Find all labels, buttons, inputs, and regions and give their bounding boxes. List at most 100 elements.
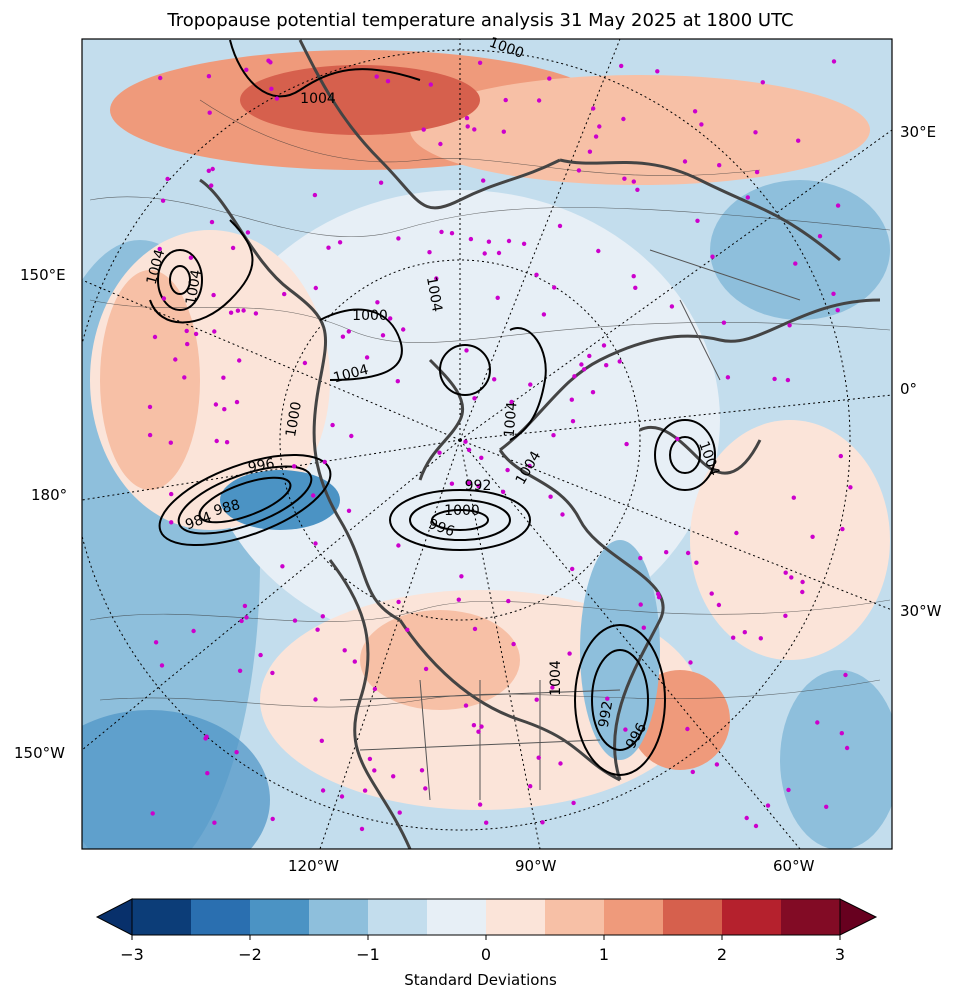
station-marker xyxy=(844,745,850,751)
station-marker xyxy=(596,248,601,254)
station-marker xyxy=(464,115,470,121)
station-marker xyxy=(664,550,669,555)
station-marker xyxy=(505,467,510,473)
station-marker xyxy=(675,436,680,442)
station-marker xyxy=(182,375,187,380)
station-marker xyxy=(173,357,178,362)
station-marker xyxy=(159,663,165,668)
station-marker xyxy=(843,672,848,678)
station-marker xyxy=(601,343,607,348)
station-marker xyxy=(547,76,552,81)
station-marker xyxy=(213,402,219,407)
station-marker xyxy=(147,404,153,410)
station-marker xyxy=(191,628,196,634)
station-marker xyxy=(160,198,166,203)
station-marker xyxy=(622,176,627,181)
contour-label: 1000 xyxy=(444,503,480,519)
station-marker xyxy=(234,750,239,755)
station-marker xyxy=(385,79,391,84)
colorbar-segment xyxy=(781,899,841,935)
station-marker xyxy=(340,334,346,339)
station-marker xyxy=(245,230,251,235)
station-marker xyxy=(501,129,506,134)
station-marker xyxy=(427,250,432,255)
station-marker xyxy=(817,234,823,239)
station-marker xyxy=(421,127,426,132)
station-marker xyxy=(587,353,592,359)
station-marker xyxy=(465,124,470,129)
colorbar-segment xyxy=(722,899,782,935)
station-marker xyxy=(372,768,377,773)
station-marker xyxy=(152,334,158,340)
station-marker xyxy=(391,774,396,779)
station-marker xyxy=(302,360,308,366)
station-marker xyxy=(312,192,318,198)
station-marker xyxy=(754,169,760,175)
lon-label-right-2: 0° xyxy=(900,380,918,398)
station-marker xyxy=(228,310,234,315)
station-marker xyxy=(481,178,486,183)
station-marker xyxy=(212,820,217,825)
colorbar-segment xyxy=(486,899,546,935)
station-marker xyxy=(796,138,801,143)
station-marker xyxy=(466,480,472,486)
contour-label: 992 xyxy=(596,700,616,729)
colorbar-tick-label: −1 xyxy=(356,945,380,964)
map-frame xyxy=(81,38,893,850)
station-marker xyxy=(439,229,444,235)
station-marker xyxy=(709,591,714,596)
colorbar-tick-label: 3 xyxy=(835,945,845,964)
station-marker xyxy=(623,727,628,732)
field-blue-east xyxy=(710,180,890,320)
station-marker xyxy=(346,329,351,334)
station-marker xyxy=(214,438,219,444)
station-marker xyxy=(423,666,429,672)
station-marker xyxy=(710,254,715,259)
station-marker xyxy=(168,440,173,445)
station-marker xyxy=(337,240,343,245)
station-marker xyxy=(326,245,331,250)
station-marker xyxy=(239,618,244,624)
station-marker xyxy=(656,591,661,597)
station-marker xyxy=(320,788,326,793)
station-marker xyxy=(617,359,622,364)
station-marker xyxy=(528,784,533,789)
colorbar-extend-high xyxy=(839,898,878,936)
station-marker xyxy=(591,106,596,111)
station-marker xyxy=(527,463,532,469)
station-marker xyxy=(831,59,837,64)
station-marker xyxy=(831,291,836,296)
colorbar-label: Standard Deviations xyxy=(404,971,557,989)
station-marker xyxy=(449,231,455,236)
station-marker xyxy=(541,312,547,317)
station-marker xyxy=(401,327,406,332)
station-marker xyxy=(476,729,481,734)
station-marker xyxy=(534,697,539,702)
station-marker xyxy=(477,60,483,65)
station-marker xyxy=(472,396,477,401)
station-marker xyxy=(244,615,249,620)
station-marker xyxy=(237,668,243,673)
station-marker xyxy=(244,67,249,73)
field-pink-east xyxy=(690,420,890,660)
station-marker xyxy=(188,255,194,260)
station-marker xyxy=(725,375,731,380)
station-marker xyxy=(557,223,563,229)
station-marker xyxy=(783,613,788,618)
station-marker xyxy=(540,820,545,825)
field-red-northeast xyxy=(410,75,870,185)
station-marker xyxy=(396,599,401,605)
station-marker xyxy=(682,159,688,164)
colorbar-tick-label: 0 xyxy=(481,945,491,964)
station-marker xyxy=(753,130,758,135)
station-marker xyxy=(158,75,163,81)
station-marker xyxy=(581,367,587,372)
contour-label: 1004 xyxy=(183,268,205,306)
station-marker xyxy=(396,236,401,241)
station-marker xyxy=(758,636,763,641)
station-marker xyxy=(590,390,596,395)
station-marker xyxy=(193,331,199,337)
station-marker xyxy=(270,670,275,676)
station-marker xyxy=(150,811,155,816)
